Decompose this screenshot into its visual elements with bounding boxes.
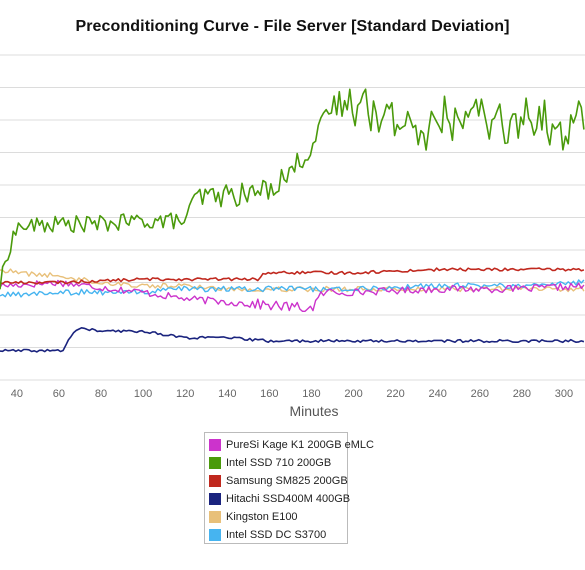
x-axis-ticks: 40 60 80 100 120 140 160 180 200 220 240 260 280 300 <box>11 388 573 400</box>
x-tick-label: 180 <box>302 388 320 400</box>
series-lines <box>0 88 585 353</box>
x-tick-label: 260 <box>471 388 489 400</box>
legend-label: PureSi Kage K1 200GB eMLC <box>226 439 374 451</box>
legend-swatch <box>209 529 221 541</box>
series-line-1 <box>0 88 585 290</box>
legend: PureSi Kage K1 200GB eMLC Intel SSD 710 2… <box>204 432 374 544</box>
legend-item: Intel SSD 710 200GB <box>209 454 343 472</box>
x-axis-label: Minutes <box>289 403 339 419</box>
legend-item: Intel SSD DC S3700 <box>209 526 343 544</box>
x-tick-label: 220 <box>386 388 404 400</box>
series-line-0 <box>0 279 585 312</box>
legend-item: Hitachi SSD400M 400GB <box>209 490 350 508</box>
legend-swatch <box>209 475 221 487</box>
legend-item: Samsung SM825 200GB <box>209 472 348 490</box>
grid-lines <box>0 54 585 381</box>
x-tick-label: 60 <box>53 388 65 400</box>
x-tick-label: 140 <box>218 388 236 400</box>
legend-item: Kingston E100 <box>209 508 343 526</box>
x-tick-label: 160 <box>260 388 278 400</box>
legend-swatch <box>209 511 221 523</box>
legend-label: Kingston E100 <box>226 511 298 523</box>
x-tick-label: 100 <box>134 388 152 400</box>
chart-plot: 40 60 80 100 120 140 160 180 200 220 240 260 280 300 <box>0 54 585 400</box>
legend-swatch <box>209 493 221 505</box>
x-tick-label: 240 <box>429 388 447 400</box>
chart-title: Preconditioning Curve - File Server [Sta… <box>75 18 510 35</box>
x-tick-label: 120 <box>176 388 194 400</box>
series-line-5 <box>0 279 585 298</box>
legend-label: Intel SSD 710 200GB <box>226 457 332 469</box>
legend-label: Hitachi SSD400M 400GB <box>226 493 351 505</box>
x-tick-label: 200 <box>344 388 362 400</box>
x-tick-label: 300 <box>555 388 573 400</box>
legend-label: Intel SSD DC S3700 <box>226 529 327 541</box>
legend-item: PureSi Kage K1 200GB eMLC <box>209 436 374 454</box>
series-line-2 <box>0 267 585 285</box>
series-line-3 <box>0 326 585 353</box>
series-line-4 <box>0 268 585 293</box>
legend-swatch <box>209 457 221 469</box>
x-tick-label: 40 <box>11 388 23 400</box>
x-tick-label: 280 <box>513 388 531 400</box>
legend-label: Samsung SM825 200GB <box>226 475 348 487</box>
legend-swatch <box>209 439 221 451</box>
x-tick-label: 80 <box>95 388 107 400</box>
